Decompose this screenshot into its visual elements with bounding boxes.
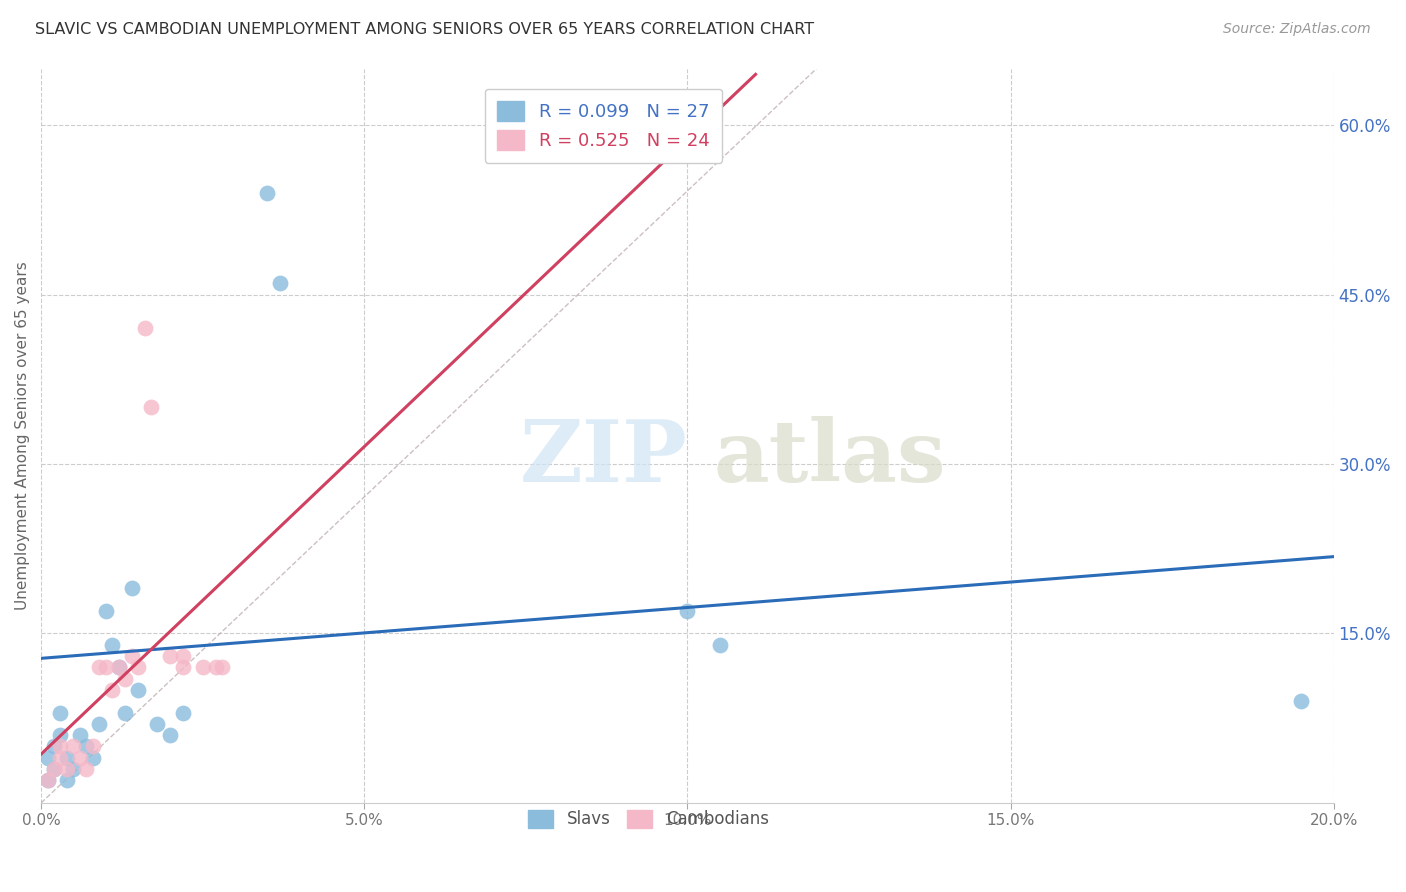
Point (37, 773, 59, 788)
Point (82, 739, 104, 754)
Point (114, 672, 136, 686)
Point (1291, 694, 1313, 708)
Point (159, 728, 181, 742)
Point (127, 683, 149, 698)
Point (49, 739, 72, 754)
Text: SLAVIC VS CAMBODIAN UNEMPLOYMENT AMONG SENIORS OVER 65 YEARS CORRELATION CHART: SLAVIC VS CAMBODIAN UNEMPLOYMENT AMONG S… (35, 22, 814, 37)
Point (69, 728, 91, 742)
Point (146, 717, 169, 731)
Point (101, 683, 124, 698)
Point (62, 739, 84, 754)
Point (42, 739, 65, 754)
Point (56, 762, 79, 776)
Point (94, 660, 117, 674)
Point (139, 401, 162, 415)
Point (82, 751, 104, 765)
Point (49, 706, 72, 720)
Point (107, 660, 129, 674)
Point (191, 660, 214, 674)
Point (37, 751, 59, 765)
Y-axis label: Unemployment Among Seniors over 65 years: Unemployment Among Seniors over 65 years (15, 261, 30, 610)
Point (107, 660, 129, 674)
Point (172, 649, 194, 664)
Legend: Slavs, Cambodians: Slavs, Cambodians (522, 803, 775, 835)
Point (75, 739, 97, 754)
Point (114, 706, 136, 720)
Point (204, 660, 226, 674)
Point (89, 717, 111, 731)
Point (94, 604, 117, 618)
Point (56, 751, 79, 765)
Point (134, 321, 156, 335)
Point (709, 638, 731, 652)
Text: Source: ZipAtlas.com: Source: ZipAtlas.com (1223, 22, 1371, 37)
Point (37, 773, 59, 788)
Point (159, 649, 181, 664)
Point (62, 762, 84, 776)
Point (42, 762, 65, 776)
Text: atlas: atlas (713, 416, 946, 500)
Point (172, 706, 194, 720)
Point (127, 660, 149, 674)
Point (56, 773, 79, 788)
Point (172, 660, 194, 674)
Point (49, 728, 72, 742)
Point (256, 186, 278, 200)
Point (49, 751, 72, 765)
Point (69, 751, 91, 765)
Point (101, 638, 124, 652)
Text: ZIP: ZIP (520, 416, 688, 500)
Point (121, 649, 143, 664)
Point (269, 276, 291, 290)
Point (75, 762, 97, 776)
Point (211, 660, 233, 674)
Point (676, 604, 699, 618)
Point (42, 762, 65, 776)
Point (89, 660, 111, 674)
Point (121, 582, 143, 596)
